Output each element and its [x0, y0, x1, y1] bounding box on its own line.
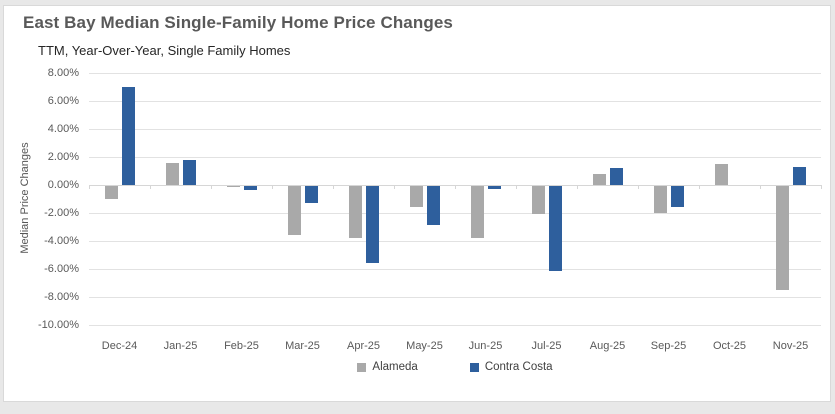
x-tick-label: Jan-25	[163, 340, 198, 352]
bar-alameda-oct-25	[715, 164, 728, 185]
axis-tick-mark	[394, 185, 395, 189]
x-tick-label: Jun-25	[468, 340, 503, 352]
axis-tick-mark	[455, 185, 456, 189]
chart-card: East Bay Median Single-Family Home Price…	[3, 5, 831, 402]
bar-alameda-jun-25	[471, 186, 484, 238]
gridline	[89, 241, 821, 242]
bar-alameda-dec-24	[105, 186, 118, 199]
y-tick-label: 4.00%	[47, 123, 79, 135]
y-tick-label: 0.00%	[47, 179, 79, 191]
gridline	[89, 129, 821, 130]
bar-alameda-nov-25	[776, 186, 789, 290]
legend: Alameda Contra Costa	[89, 359, 821, 375]
bar-alameda-jul-25	[532, 186, 545, 214]
axis-tick-mark	[211, 185, 212, 189]
bar-contra-costa-jun-25	[488, 186, 501, 189]
gridline	[89, 213, 821, 214]
bar-contra-costa-jan-25	[183, 159, 196, 185]
bar-alameda-may-25	[410, 186, 423, 207]
legend-item-contra-costa: Contra Costa	[469, 361, 553, 373]
legend-label-alameda: Alameda	[372, 361, 418, 373]
y-tick-label: -10.00%	[38, 319, 79, 331]
gridline	[89, 157, 821, 158]
gridline	[89, 269, 821, 270]
chart-subtitle: TTM, Year-Over-Year, Single Family Homes	[38, 43, 291, 58]
y-tick-label: 2.00%	[47, 151, 79, 163]
y-tick-label: -4.00%	[44, 235, 79, 247]
x-tick-label: Apr-25	[346, 340, 381, 352]
bar-contra-costa-dec-24	[122, 87, 135, 185]
bar-contra-costa-aug-25	[610, 168, 623, 186]
axis-tick-mark	[699, 185, 700, 189]
x-tick-label: Mar-25	[285, 340, 320, 352]
axis-tick-mark	[516, 185, 517, 189]
gridline	[89, 325, 821, 326]
x-tick-label: Aug-25	[589, 340, 626, 352]
y-axis-title: Median Price Changes	[19, 142, 31, 254]
axis-tick-mark	[333, 185, 334, 189]
gridline	[89, 73, 821, 74]
legend-swatch-alameda-icon	[357, 362, 367, 372]
bar-contra-costa-feb-25	[244, 186, 257, 190]
gridline	[89, 101, 821, 102]
x-tick-label: Feb-25	[224, 340, 259, 352]
bar-contra-costa-apr-25	[366, 186, 379, 263]
chart-title: East Bay Median Single-Family Home Price…	[23, 13, 453, 32]
bar-contra-costa-nov-25	[793, 166, 806, 185]
x-tick-label: May-25	[406, 340, 443, 352]
bar-contra-costa-jul-25	[549, 186, 562, 271]
plot-area	[89, 73, 822, 326]
bar-alameda-sep-25	[654, 186, 667, 213]
x-tick-label: Jul-25	[531, 340, 562, 352]
y-tick-label: -2.00%	[44, 207, 79, 219]
axis-tick-mark	[577, 185, 578, 189]
axis-tick-mark	[150, 185, 151, 189]
bar-alameda-jan-25	[166, 162, 179, 185]
bar-alameda-mar-25	[288, 186, 301, 235]
axis-tick-mark	[272, 185, 273, 189]
bar-contra-costa-may-25	[427, 186, 440, 225]
x-tick-label: Dec-24	[101, 340, 138, 352]
bar-alameda-feb-25	[227, 186, 240, 187]
x-tick-label: Oct-25	[712, 340, 746, 352]
x-tick-label: Sep-25	[650, 340, 687, 352]
gridline	[89, 297, 821, 298]
bar-contra-costa-sep-25	[671, 186, 684, 207]
legend-swatch-contra-costa-icon	[469, 362, 479, 372]
y-tick-label: -8.00%	[44, 291, 79, 303]
axis-tick-mark	[638, 185, 639, 189]
y-tick-label: 8.00%	[47, 67, 79, 79]
axis-tick-mark	[821, 185, 822, 189]
y-tick-label: -6.00%	[44, 263, 79, 275]
axis-tick-mark	[760, 185, 761, 189]
legend-label-contra-costa: Contra Costa	[484, 361, 553, 373]
bar-alameda-aug-25	[593, 173, 606, 185]
bar-alameda-apr-25	[349, 186, 362, 238]
legend-item-alameda: Alameda	[357, 361, 418, 373]
y-tick-label: 6.00%	[47, 95, 79, 107]
x-tick-label: Nov-25	[772, 340, 809, 352]
bar-contra-costa-mar-25	[305, 186, 318, 203]
axis-tick-mark	[89, 185, 90, 189]
